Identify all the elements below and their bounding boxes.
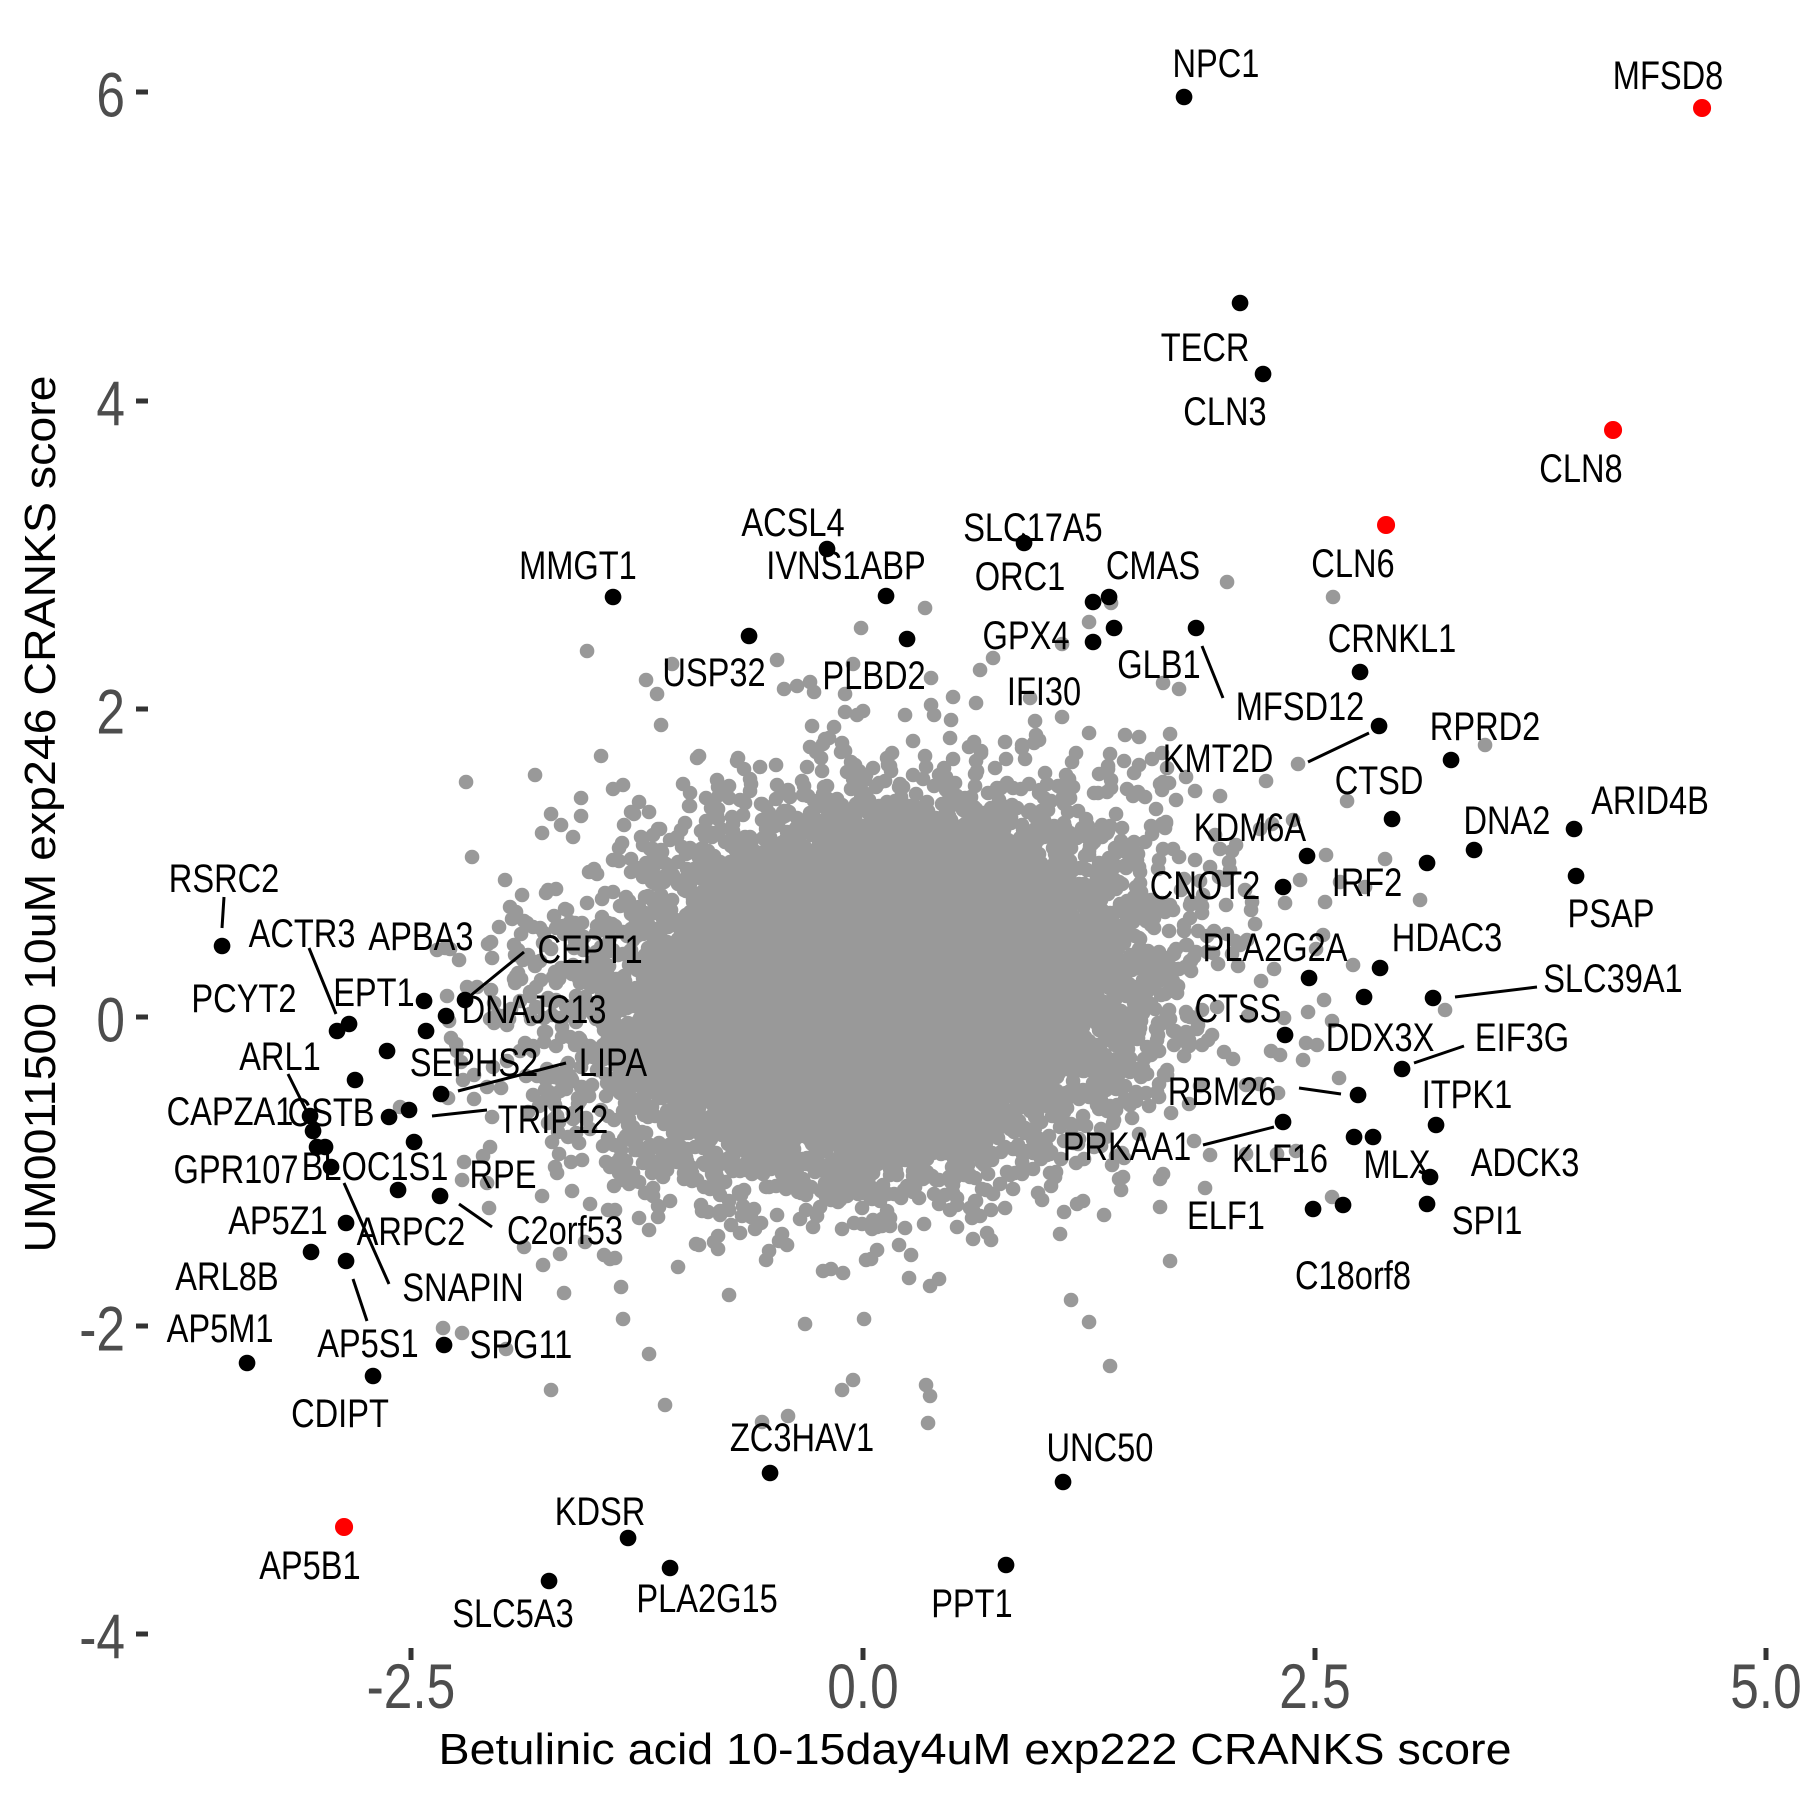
svg-text:HDAC3: HDAC3 bbox=[1392, 916, 1503, 960]
svg-text:PLBD2: PLBD2 bbox=[822, 654, 925, 698]
svg-text:CMAS: CMAS bbox=[1106, 544, 1200, 588]
svg-text:RSRC2: RSRC2 bbox=[169, 857, 279, 901]
svg-text:UM0011500 10uM exp246 CRANKS s: UM0011500 10uM exp246 CRANKS score bbox=[17, 376, 65, 1253]
svg-text:USP32: USP32 bbox=[662, 651, 765, 695]
svg-text:AP5S1: AP5S1 bbox=[317, 1322, 419, 1366]
svg-text:ACTR3: ACTR3 bbox=[249, 912, 356, 956]
svg-text:2.5: 2.5 bbox=[1279, 1652, 1351, 1722]
svg-text:ELF1: ELF1 bbox=[1187, 1194, 1265, 1238]
svg-text:PSAP: PSAP bbox=[1568, 892, 1655, 936]
svg-text:MMGT1: MMGT1 bbox=[519, 544, 637, 588]
svg-text:SNAPIN: SNAPIN bbox=[402, 1266, 523, 1310]
svg-text:LIPA: LIPA bbox=[579, 1041, 648, 1085]
svg-text:SLC5A3: SLC5A3 bbox=[452, 1592, 573, 1636]
svg-text:SLC17A5: SLC17A5 bbox=[963, 506, 1102, 550]
svg-text:DDX3X: DDX3X bbox=[1326, 1016, 1435, 1060]
svg-text:IRF2: IRF2 bbox=[1332, 861, 1403, 905]
svg-text:CLN8: CLN8 bbox=[1539, 447, 1622, 491]
svg-text:TECR: TECR bbox=[1161, 326, 1250, 370]
svg-text:SLC39A1: SLC39A1 bbox=[1543, 957, 1683, 1001]
svg-text:IFI30: IFI30 bbox=[1007, 670, 1081, 714]
svg-text:0.0: 0.0 bbox=[827, 1652, 899, 1722]
svg-text:CLN6: CLN6 bbox=[1311, 542, 1394, 586]
svg-text:UNC50: UNC50 bbox=[1047, 1426, 1154, 1470]
svg-text:CRNKL1: CRNKL1 bbox=[1328, 617, 1457, 661]
svg-text:PLA2G2A: PLA2G2A bbox=[1203, 926, 1348, 970]
svg-text:RBM26: RBM26 bbox=[1168, 1070, 1277, 1114]
svg-text:0: 0 bbox=[96, 986, 125, 1056]
svg-text:RPE: RPE bbox=[470, 1153, 537, 1197]
svg-text:CEPT1: CEPT1 bbox=[538, 928, 643, 972]
svg-text:Betulinic acid 10-15day4uM exp: Betulinic acid 10-15day4uM exp222 CRANKS… bbox=[439, 1726, 1512, 1774]
svg-text:PPT1: PPT1 bbox=[931, 1582, 1013, 1626]
svg-text:TRIP12: TRIP12 bbox=[498, 1098, 609, 1142]
svg-text:AP5B1: AP5B1 bbox=[259, 1544, 361, 1588]
svg-text:GLB1: GLB1 bbox=[1117, 643, 1200, 687]
svg-text:EIF3G: EIF3G bbox=[1475, 1016, 1569, 1060]
svg-text:EPT1: EPT1 bbox=[333, 971, 415, 1015]
svg-text:GPX4: GPX4 bbox=[983, 614, 1070, 658]
svg-text:6: 6 bbox=[96, 61, 125, 131]
svg-text:DNAJC13: DNAJC13 bbox=[462, 988, 607, 1032]
svg-text:MFSD12: MFSD12 bbox=[1236, 685, 1365, 729]
svg-text:SPI1: SPI1 bbox=[1452, 1199, 1523, 1243]
svg-text:-2.5: -2.5 bbox=[367, 1652, 456, 1722]
svg-text:CDIPT: CDIPT bbox=[291, 1392, 389, 1436]
svg-text:SPG11: SPG11 bbox=[470, 1323, 573, 1367]
svg-text:SEPHS2: SEPHS2 bbox=[410, 1041, 539, 1085]
svg-text:C18orf8: C18orf8 bbox=[1295, 1254, 1411, 1298]
svg-text:NPC1: NPC1 bbox=[1173, 42, 1260, 86]
svg-text:CNOT2: CNOT2 bbox=[1150, 864, 1261, 908]
svg-text:PLA2G15: PLA2G15 bbox=[636, 1577, 777, 1621]
svg-text:PCYT2: PCYT2 bbox=[191, 977, 296, 1021]
svg-text:-4: -4 bbox=[79, 1603, 125, 1673]
svg-text:DNA2: DNA2 bbox=[1464, 799, 1551, 843]
svg-text:CLN3: CLN3 bbox=[1183, 390, 1266, 434]
svg-text:MFSD8: MFSD8 bbox=[1613, 54, 1724, 98]
svg-text:KDSR: KDSR bbox=[555, 1490, 646, 1534]
svg-text:ADCK3: ADCK3 bbox=[1471, 1141, 1580, 1185]
svg-text:BLOC1S1: BLOC1S1 bbox=[302, 1145, 449, 1189]
svg-text:APBA3: APBA3 bbox=[368, 915, 473, 959]
svg-text:4: 4 bbox=[96, 370, 125, 440]
svg-text:ARID4B: ARID4B bbox=[1591, 779, 1709, 823]
svg-text:CTSD: CTSD bbox=[1335, 759, 1424, 803]
svg-text:KLF16: KLF16 bbox=[1232, 1137, 1328, 1181]
svg-text:ARL8B: ARL8B bbox=[175, 1255, 278, 1299]
svg-text:AP5Z1: AP5Z1 bbox=[228, 1199, 328, 1243]
svg-text:-2: -2 bbox=[79, 1295, 125, 1365]
svg-text:CTSS: CTSS bbox=[1195, 987, 1282, 1031]
svg-text:ZC3HAV1: ZC3HAV1 bbox=[730, 1416, 874, 1460]
svg-text:PRKAA1: PRKAA1 bbox=[1063, 1125, 1192, 1169]
svg-text:ITPK1: ITPK1 bbox=[1422, 1073, 1513, 1117]
svg-text:CSTB: CSTB bbox=[288, 1091, 375, 1135]
svg-text:ARPC2: ARPC2 bbox=[357, 1210, 466, 1254]
svg-text:2: 2 bbox=[96, 678, 125, 748]
svg-text:ORC1: ORC1 bbox=[975, 555, 1066, 599]
svg-text:5.0: 5.0 bbox=[1730, 1652, 1800, 1722]
svg-text:IVNS1ABP: IVNS1ABP bbox=[766, 544, 925, 588]
svg-text:CAPZA1: CAPZA1 bbox=[167, 1090, 294, 1134]
svg-text:MLX: MLX bbox=[1364, 1143, 1431, 1187]
svg-text:RPRD2: RPRD2 bbox=[1430, 705, 1541, 749]
svg-text:C2orf53: C2orf53 bbox=[507, 1209, 623, 1253]
svg-text:KDM6A: KDM6A bbox=[1194, 806, 1307, 850]
svg-text:GPR107: GPR107 bbox=[174, 1148, 299, 1192]
svg-text:ARL1: ARL1 bbox=[239, 1035, 321, 1079]
svg-text:ACSL4: ACSL4 bbox=[741, 501, 844, 545]
svg-text:AP5M1: AP5M1 bbox=[167, 1307, 274, 1351]
svg-text:KMT2D: KMT2D bbox=[1163, 737, 1274, 781]
